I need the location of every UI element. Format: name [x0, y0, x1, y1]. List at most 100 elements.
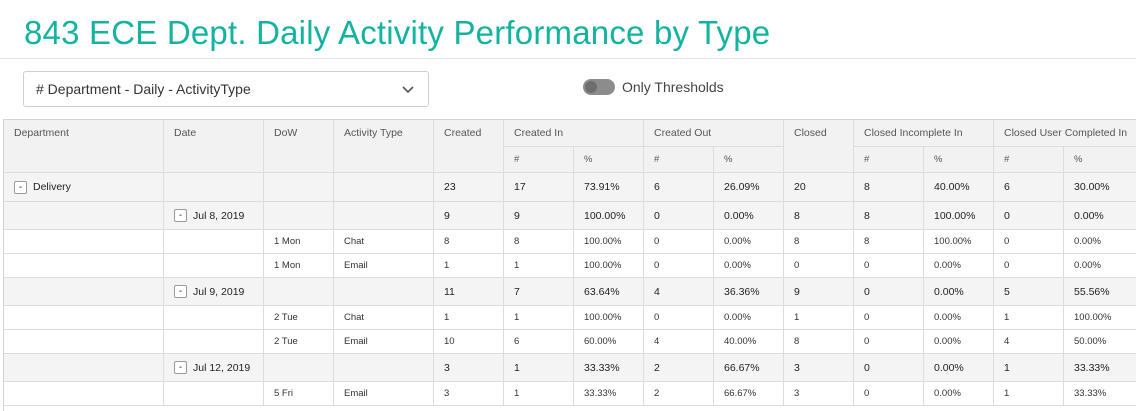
subheader-count[interactable]: #: [994, 147, 1064, 173]
department-cell: [4, 330, 164, 354]
closed-user-completed-count: 5: [994, 278, 1064, 306]
closed-user-completed-percent: 33.33%: [1064, 382, 1136, 406]
date-cell: [164, 382, 264, 406]
created-in-count: 1: [504, 382, 574, 406]
activity-type-cell: [334, 354, 434, 382]
created-out-percent: 0.00%: [714, 202, 784, 230]
col-header-activity-type[interactable]: Activity Type: [334, 120, 434, 173]
col-header-dow[interactable]: DoW: [264, 120, 334, 173]
activity-type-cell: Email: [334, 254, 434, 278]
closed-incomplete-count: 8: [854, 202, 924, 230]
department-label: Delivery: [33, 181, 71, 193]
created-in-percent: 73.91%: [574, 173, 644, 202]
subheader-count[interactable]: #: [504, 147, 574, 173]
closed-cell: 20: [784, 173, 854, 202]
created-out-percent: 40.00%: [714, 330, 784, 354]
col-header-closed-user-completed-in[interactable]: Closed User Completed In: [994, 120, 1136, 147]
date-cell: - Jul 12, 2019: [164, 354, 264, 382]
chevron-down-icon: [402, 86, 414, 94]
created-in-percent: 100.00%: [574, 254, 644, 278]
activity-type-cell: Chat: [334, 230, 434, 254]
subheader-count[interactable]: #: [644, 147, 714, 173]
department-cell: [4, 306, 164, 330]
department-cell: [4, 278, 164, 306]
created-out-percent: 66.67%: [714, 354, 784, 382]
closed-incomplete-percent: 100.00%: [924, 202, 994, 230]
title-divider: [0, 58, 1136, 59]
created-in-count: 7: [504, 278, 574, 306]
created-cell: 8: [434, 230, 504, 254]
dow-cell: 5 Fri: [264, 382, 334, 406]
pivot-table: Department Date DoW Activity Type Created Clo…: [3, 119, 1136, 411]
activity-type-cell: Chat: [334, 306, 434, 330]
closed-user-completed-count: 1: [994, 354, 1064, 382]
closed-user-completed-percent: 0.00%: [1064, 202, 1136, 230]
col-header-department[interactable]: Department: [4, 120, 164, 173]
created-out-count: 0: [644, 306, 714, 330]
closed-user-completed-percent: 55.56%: [1064, 278, 1136, 306]
col-header-created-in[interactable]: Created In: [504, 120, 644, 147]
collapse-button[interactable]: -: [174, 209, 187, 222]
dow-cell: [264, 173, 334, 202]
closed-incomplete-percent: 40.00%: [924, 173, 994, 202]
subheader-percent[interactable]: %: [714, 147, 784, 173]
created-in-percent: 100.00%: [574, 230, 644, 254]
col-header-created[interactable]: Created: [434, 120, 504, 173]
report-select[interactable]: # Department - Daily - ActivityType: [23, 71, 429, 107]
created-cell: 23: [434, 173, 504, 202]
created-cell: 9: [434, 202, 504, 230]
col-header-created-out[interactable]: Created Out: [644, 120, 784, 147]
closed-user-completed-percent: 0.00%: [1064, 254, 1136, 278]
only-thresholds-label: Only Thresholds: [622, 79, 724, 95]
closed-user-completed-percent: 100.00%: [1064, 306, 1136, 330]
dow-cell: 2 Tue: [264, 330, 334, 354]
date-cell: - Jul 8, 2019: [164, 202, 264, 230]
date-cell: [164, 230, 264, 254]
closed-incomplete-percent: 0.00%: [924, 354, 994, 382]
created-in-percent: 63.64%: [574, 278, 644, 306]
created-out-percent: 0.00%: [714, 306, 784, 330]
closed-incomplete-count: 0: [854, 382, 924, 406]
created-in-percent: 60.00%: [574, 330, 644, 354]
subheader-percent[interactable]: %: [574, 147, 644, 173]
created-cell: 1: [434, 254, 504, 278]
col-header-closed[interactable]: Closed: [784, 120, 854, 173]
date-cell: [164, 173, 264, 202]
activity-type-cell: Email: [334, 330, 434, 354]
page-title: 843 ECE Dept. Daily Activity Performance…: [24, 14, 771, 51]
closed-cell: 8: [784, 202, 854, 230]
collapse-button[interactable]: -: [14, 180, 27, 194]
activity-type-cell: Email: [334, 382, 434, 406]
report-select-value: # Department - Daily - ActivityType: [36, 81, 251, 97]
closed-cell: 3: [784, 382, 854, 406]
closed-cell: 9: [784, 278, 854, 306]
closed-incomplete-count: 0: [854, 278, 924, 306]
subheader-count[interactable]: #: [854, 147, 924, 173]
activity-type-cell: [334, 278, 434, 306]
activity-type-cell: [334, 173, 434, 202]
created-out-percent: 0.00%: [714, 254, 784, 278]
created-in-count: 9: [504, 202, 574, 230]
subheader-percent[interactable]: %: [1064, 147, 1136, 173]
closed-user-completed-count: 0: [994, 254, 1064, 278]
date-cell: [164, 330, 264, 354]
created-out-percent: 26.09%: [714, 173, 784, 202]
created-cell: 10: [434, 330, 504, 354]
col-header-date[interactable]: Date: [164, 120, 264, 173]
col-header-closed-incomplete-in[interactable]: Closed Incomplete In: [854, 120, 994, 147]
closed-incomplete-percent: 0.00%: [924, 382, 994, 406]
only-thresholds-toggle[interactable]: [583, 79, 615, 95]
closed-cell: 8: [784, 330, 854, 354]
date-cell: [164, 306, 264, 330]
closed-incomplete-count: 0: [854, 306, 924, 330]
subheader-percent[interactable]: %: [924, 147, 994, 173]
closed-incomplete-percent: 0.00%: [924, 306, 994, 330]
collapse-button[interactable]: -: [174, 361, 187, 374]
created-in-percent: 33.33%: [574, 382, 644, 406]
closed-incomplete-percent: 0.00%: [924, 278, 994, 306]
created-in-percent: 100.00%: [574, 202, 644, 230]
created-cell: 11: [434, 278, 504, 306]
created-out-count: 0: [644, 230, 714, 254]
department-cell: - Delivery: [4, 173, 164, 202]
collapse-button[interactable]: -: [174, 285, 187, 298]
